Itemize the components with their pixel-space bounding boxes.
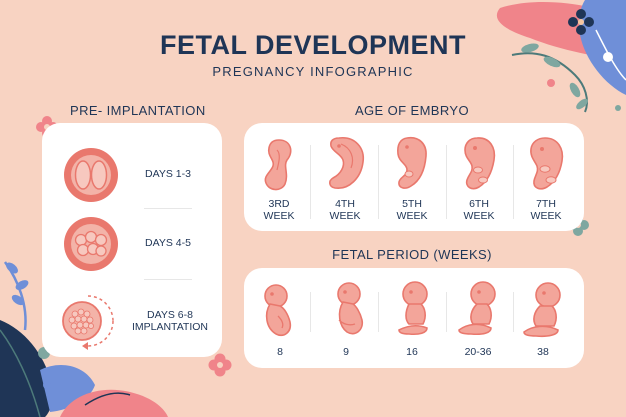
embryo-week-4-icon: [329, 137, 364, 189]
top-right-dark-flower: [568, 9, 594, 35]
bottom-left-dark-leaf: [0, 320, 53, 417]
fetal-label-2: 9: [343, 346, 349, 358]
page-title: FETAL DEVELOPMENT: [159, 30, 466, 60]
embryo-week-6-icon: [464, 137, 496, 190]
fetal-label-4: 20-36: [464, 346, 492, 358]
divider: [513, 292, 514, 332]
fetus-week-9-icon: [337, 282, 364, 335]
divider: [144, 279, 192, 280]
fetus-week-20-36-icon: [458, 281, 496, 336]
divider: [144, 208, 192, 209]
zygote-icon: [64, 148, 118, 202]
pre-label-3-sub: IMPLANTATION: [131, 321, 209, 333]
pre-label-2: DAYS 4-5: [145, 237, 191, 249]
pre-implantation-heading: PRE- IMPLANTATION: [70, 103, 206, 118]
fetal-label-5: 38: [537, 346, 549, 358]
embryo-week-5-icon: [397, 136, 427, 189]
divider: [446, 292, 447, 332]
pre-label-1: DAYS 1-3: [145, 168, 191, 180]
divider: [378, 292, 379, 332]
embryo-label-3: 5TH WEEK: [396, 198, 428, 222]
page-subtitle: PREGNANCY INFOGRAPHIC: [212, 64, 414, 79]
fetus-week-16-icon: [398, 281, 428, 336]
pre-label-3: DAYS 6-8: [147, 309, 193, 321]
fetal-label-1: 8: [277, 346, 283, 358]
blastocyst-icon: [62, 295, 114, 350]
embryo-week-3-icon: [264, 139, 292, 191]
fetal-label-3: 16: [406, 346, 418, 358]
divider: [378, 145, 379, 219]
morula-icon: [64, 217, 118, 271]
divider: [310, 292, 311, 332]
bottom-pink-blob: [60, 389, 168, 417]
divider: [310, 145, 311, 219]
divider: [446, 145, 447, 219]
embryo-week-7-icon: [530, 137, 564, 190]
embryo-label-4: 6TH WEEK: [463, 198, 495, 222]
fetal-heading: FETAL PERIOD (WEEKS): [332, 247, 492, 262]
fetus-week-38-icon: [523, 282, 561, 338]
bottom-blob-vine: [84, 392, 131, 406]
embryo-label-5: 7TH WEEK: [530, 198, 562, 222]
embryo-heading: AGE OF EMBRYO: [354, 103, 470, 118]
embryo-label-1: 3RD WEEK: [263, 198, 295, 222]
bottom-pink-flower: [208, 353, 232, 377]
embryo-label-2: 4TH WEEK: [329, 198, 361, 222]
divider: [513, 145, 514, 219]
fetus-week-8-icon: [264, 284, 292, 337]
